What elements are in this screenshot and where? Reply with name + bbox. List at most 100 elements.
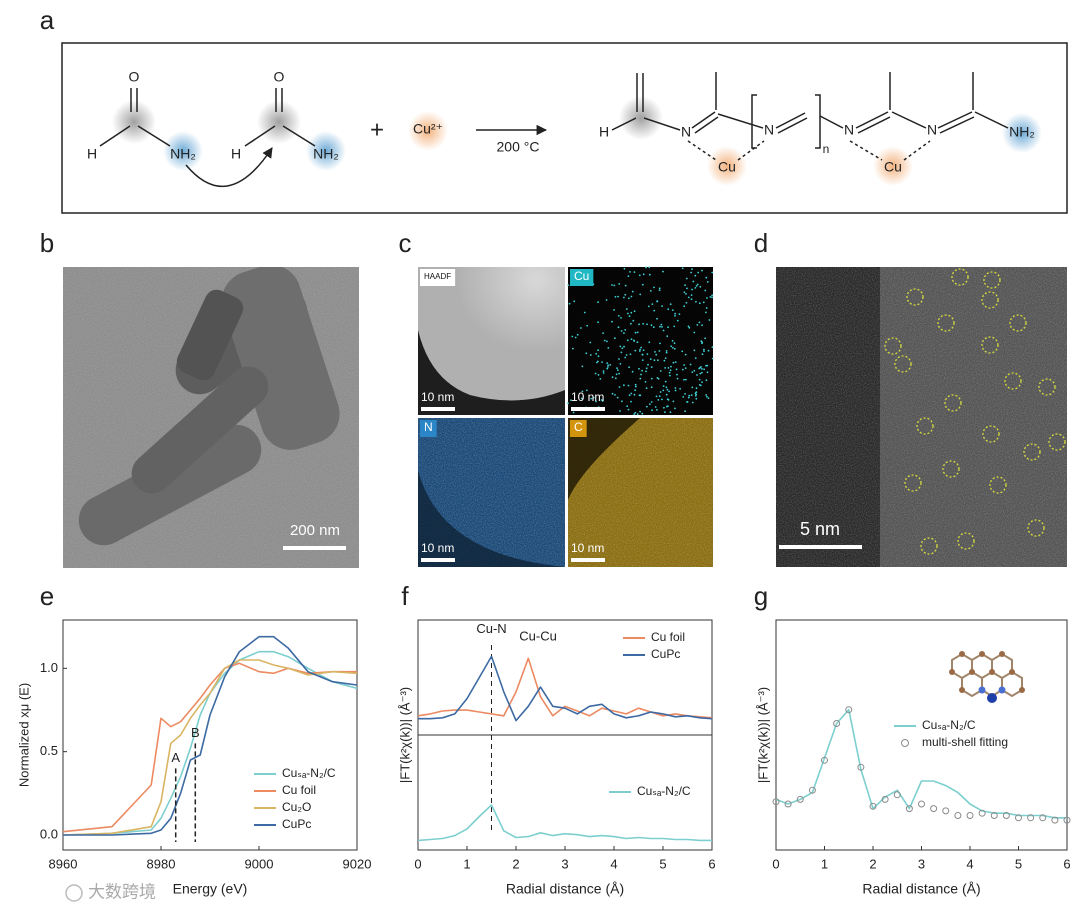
watermark: 大数跨境 — [88, 882, 156, 901]
cu-dot — [658, 287, 661, 290]
cu-dot — [671, 309, 674, 311]
atom-marker — [957, 532, 975, 550]
cu-dot — [674, 315, 676, 317]
cu-dot — [624, 329, 627, 331]
legend-label: Cu₂O — [282, 800, 311, 814]
cu-dot — [695, 300, 697, 303]
fit-point — [978, 809, 986, 817]
cu-dot — [653, 286, 655, 289]
atom-marker — [1027, 519, 1045, 537]
cu-dot — [614, 337, 616, 340]
cu-dot — [669, 411, 672, 414]
cu-dot — [659, 391, 662, 393]
cu-dot — [706, 364, 709, 367]
atom-marker — [1004, 372, 1022, 390]
cu-dot — [581, 390, 584, 393]
cu-dot — [688, 394, 691, 397]
cu-dot — [696, 374, 698, 376]
cu-dot — [666, 335, 669, 338]
cu-dot — [574, 336, 577, 339]
scale-bar-label: 200 nm — [290, 522, 340, 539]
cu-dot — [674, 387, 677, 389]
cu-dot — [626, 339, 629, 342]
cu-dot — [602, 332, 604, 334]
cu-dot — [695, 397, 698, 400]
cu-dot — [630, 322, 632, 325]
cu-dot — [694, 394, 697, 397]
x-tick-label: 9000 — [245, 856, 274, 871]
scheme-label: N — [844, 122, 854, 138]
atom-marker — [1048, 433, 1066, 451]
x-tick-label: 1 — [463, 856, 470, 871]
scheme-label: Cu — [884, 159, 902, 175]
x-axis-label: Radial distance (Å) — [862, 881, 980, 897]
cu-dot — [706, 297, 708, 299]
cu-dot — [620, 317, 622, 319]
y-axis-label: |FT(k²χ(k))| (Å⁻³) — [397, 687, 412, 783]
x-tick-label: 9020 — [343, 856, 372, 871]
cu-dot — [611, 392, 614, 395]
cu-dot — [673, 348, 676, 350]
cu-dot — [693, 349, 696, 352]
atom-marker — [982, 425, 1000, 443]
fit-point — [869, 802, 877, 810]
cu-dot — [619, 410, 621, 412]
scheme-label: NH₂ — [1009, 124, 1035, 140]
cu-dot — [634, 411, 637, 414]
cu-dot — [662, 270, 664, 273]
cu-dot — [683, 291, 686, 294]
fit-point — [845, 706, 853, 714]
x-tick-label: 0 — [772, 856, 779, 871]
legend-label: CuPc — [651, 647, 680, 661]
legend-label: Cuₛₐ-N₂/C — [922, 718, 976, 732]
cu-dot — [661, 398, 663, 401]
cu-dot — [647, 305, 650, 308]
cu-dot — [690, 298, 693, 300]
cu-dot — [711, 346, 714, 348]
fit-point — [1015, 814, 1022, 822]
cu-dot — [687, 296, 690, 299]
cu-dot — [676, 377, 679, 380]
legend-label: Cuₛₐ-N₂/C — [637, 784, 691, 798]
cu-dot — [634, 331, 637, 334]
cu-dot — [658, 350, 661, 352]
cu-dot — [685, 301, 688, 304]
tile-label: C — [574, 420, 583, 434]
y-axis-label: Normalized xμ (E) — [16, 683, 31, 787]
cu-dot — [661, 305, 663, 307]
cu-dot — [655, 395, 658, 398]
fit-point — [905, 805, 913, 813]
cu-dot — [597, 301, 599, 304]
cu-dot — [628, 297, 630, 300]
fit-point — [1051, 816, 1059, 824]
atom-marker — [884, 337, 902, 355]
cu-dot — [601, 400, 604, 402]
cu-dot — [685, 293, 687, 295]
scheme-label: N — [681, 124, 691, 140]
cu-dot — [675, 368, 678, 371]
cu-dot — [642, 322, 644, 325]
scheme-label: N — [927, 122, 937, 138]
cu-dot — [638, 394, 641, 397]
cu-dot — [679, 387, 681, 390]
cu-dot — [650, 377, 653, 380]
cu-dot — [690, 271, 692, 274]
cu-dot — [648, 403, 651, 405]
cu-dot — [567, 402, 569, 405]
cu-dot — [711, 294, 713, 297]
cu-dot — [627, 408, 630, 411]
x-tick-label: 5 — [659, 856, 666, 871]
cu-dot — [589, 341, 592, 344]
y-axis-label: |FT(k²χ(k))| (Å⁻³) — [755, 687, 770, 783]
cu-dot — [656, 300, 659, 303]
cu-dot — [580, 397, 583, 400]
cu-dot — [567, 284, 570, 286]
cu-dot — [674, 407, 676, 410]
cu-dot — [674, 361, 677, 363]
cu-dot — [638, 274, 641, 277]
tile-label-box — [570, 420, 587, 437]
cu-dot — [705, 394, 708, 396]
cu-dot — [693, 369, 696, 372]
cu-dot — [606, 362, 609, 364]
cu-dot — [640, 346, 642, 349]
